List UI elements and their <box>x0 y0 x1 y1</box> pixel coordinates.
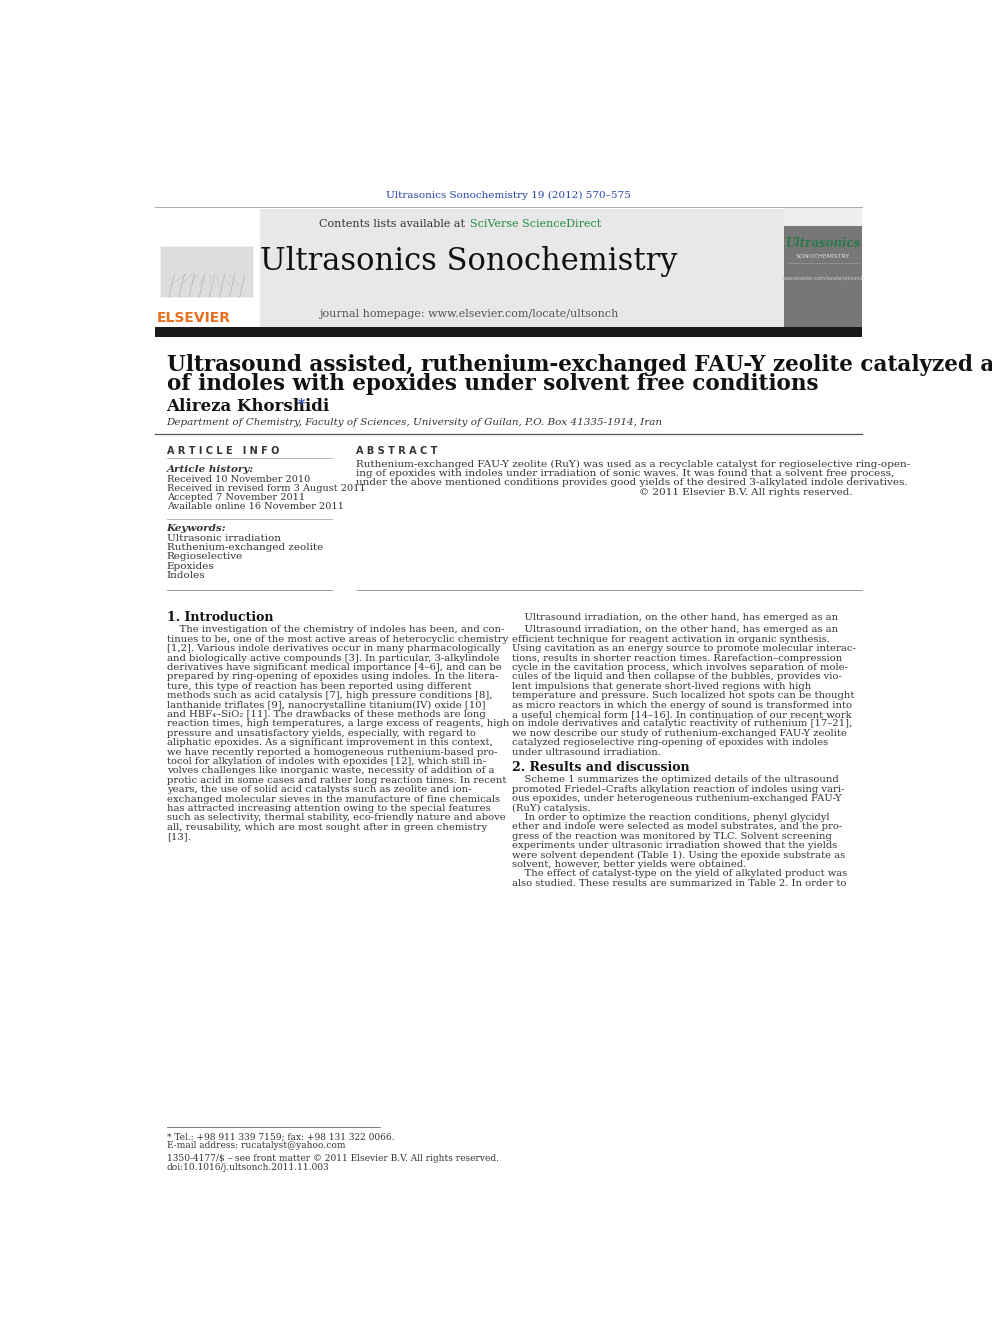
Text: Keywords:: Keywords: <box>167 524 226 533</box>
Text: experiments under ultrasonic irradiation showed that the yields: experiments under ultrasonic irradiation… <box>512 841 836 851</box>
Text: © 2011 Elsevier B.V. All rights reserved.: © 2011 Elsevier B.V. All rights reserved… <box>639 488 852 496</box>
Text: tocol for alkylation of indoles with epoxides [12], which still in-: tocol for alkylation of indoles with epo… <box>167 757 486 766</box>
Text: Ultrasonic irradiation: Ultrasonic irradiation <box>167 534 281 542</box>
Text: The effect of catalyst-type on the yield of alkylated product was: The effect of catalyst-type on the yield… <box>512 869 847 878</box>
Text: derivatives have significant medical importance [4–6], and can be: derivatives have significant medical imp… <box>167 663 501 672</box>
Text: Accepted 7 November 2011: Accepted 7 November 2011 <box>167 493 305 501</box>
Text: www.elsevier.com/locate/ultsonch: www.elsevier.com/locate/ultsonch <box>782 275 864 280</box>
Text: A B S T R A C T: A B S T R A C T <box>356 446 437 456</box>
Text: of indoles with epoxides under solvent free conditions: of indoles with epoxides under solvent f… <box>167 373 818 394</box>
Text: temperature and pressure. Such localized hot spots can be thought: temperature and pressure. Such localized… <box>512 691 854 700</box>
Text: 1. Introduction: 1. Introduction <box>167 611 273 624</box>
Text: *: * <box>298 398 305 413</box>
Text: tinues to be, one of the most active areas of heterocyclic chemistry: tinues to be, one of the most active are… <box>167 635 508 644</box>
Text: ing of epoxides with indoles under irradiation of sonic waves. It was found that: ing of epoxides with indoles under irrad… <box>356 470 895 478</box>
Text: methods such as acid catalysis [7], high pressure conditions [8],: methods such as acid catalysis [7], high… <box>167 691 492 700</box>
Text: Scheme 1 summarizes the optimized details of the ultrasound: Scheme 1 summarizes the optimized detail… <box>512 775 838 785</box>
Text: A R T I C L E   I N F O: A R T I C L E I N F O <box>167 446 279 456</box>
Text: doi:10.1016/j.ultsonch.2011.11.003: doi:10.1016/j.ultsonch.2011.11.003 <box>167 1163 329 1172</box>
Text: Article history:: Article history: <box>167 464 254 474</box>
Text: In order to optimize the reaction conditions, phenyl glycidyl: In order to optimize the reaction condit… <box>512 814 829 822</box>
Text: Available online 16 November 2011: Available online 16 November 2011 <box>167 503 343 511</box>
Text: such as selectivity, thermal stability, eco-friendly nature and above: such as selectivity, thermal stability, … <box>167 814 505 823</box>
Text: as micro reactors in which the energy of sound is transformed into: as micro reactors in which the energy of… <box>512 701 851 709</box>
Text: (RuY) catalysis.: (RuY) catalysis. <box>512 803 590 812</box>
Text: promoted Friedel–Crafts alkylation reaction of indoles using vari-: promoted Friedel–Crafts alkylation react… <box>512 785 844 794</box>
Text: ous epoxides, under heterogeneous ruthenium-exchanged FAU-Y: ous epoxides, under heterogeneous ruthen… <box>512 794 841 803</box>
Text: all, reusability, which are most sought after in green chemistry: all, reusability, which are most sought … <box>167 823 487 832</box>
Text: we have recently reported a homogeneous ruthenium-based pro-: we have recently reported a homogeneous … <box>167 747 497 757</box>
Text: [13].: [13]. <box>167 832 190 841</box>
Text: cycle in the cavitation process, which involves separation of mole-: cycle in the cavitation process, which i… <box>512 663 847 672</box>
Text: under ultrasound irradiation.: under ultrasound irradiation. <box>512 747 661 757</box>
Text: solvent, however, better yields were obtained.: solvent, however, better yields were obt… <box>512 860 746 869</box>
Text: Regioselective: Regioselective <box>167 552 243 561</box>
Text: 1350-4177/$ – see front matter © 2011 Elsevier B.V. All rights reserved.: 1350-4177/$ – see front matter © 2011 El… <box>167 1154 499 1163</box>
Text: * Tel.: +98 911 339 7159; fax: +98 131 322 0066.: * Tel.: +98 911 339 7159; fax: +98 131 3… <box>167 1132 394 1142</box>
Text: Ultrasound irradiation, on the other hand, has emerged as an: Ultrasound irradiation, on the other han… <box>512 613 837 622</box>
Text: aliphatic epoxides. As a significant improvement in this context,: aliphatic epoxides. As a significant imp… <box>167 738 492 747</box>
Text: Received 10 November 2010: Received 10 November 2010 <box>167 475 310 484</box>
Text: Epoxides: Epoxides <box>167 561 214 570</box>
Text: Alireza Khorshidi: Alireza Khorshidi <box>167 398 330 415</box>
Bar <box>785 209 862 328</box>
Text: we now describe our study of ruthenium-exchanged FAU-Y zeolite: we now describe our study of ruthenium-e… <box>512 729 846 738</box>
Text: a useful chemical form [14–16]. In continuation of our recent work: a useful chemical form [14–16]. In conti… <box>512 710 851 718</box>
Text: journal homepage: www.elsevier.com/locate/ultsonch: journal homepage: www.elsevier.com/locat… <box>319 310 619 319</box>
Text: Ultrasonics Sonochemistry 19 (2012) 570–575: Ultrasonics Sonochemistry 19 (2012) 570–… <box>386 191 631 200</box>
Text: efficient technique for reagent activation in organic synthesis.: efficient technique for reagent activati… <box>512 635 829 644</box>
Text: and HBF₄–SiO₂ [11]. The drawbacks of these methods are long: and HBF₄–SiO₂ [11]. The drawbacks of the… <box>167 710 485 718</box>
Text: volves challenges like inorganic waste, necessity of addition of a: volves challenges like inorganic waste, … <box>167 766 494 775</box>
Bar <box>155 209 862 328</box>
Text: protic acid in some cases and rather long reaction times. In recent: protic acid in some cases and rather lon… <box>167 775 506 785</box>
Text: SciVerse ScienceDirect: SciVerse ScienceDirect <box>470 220 602 229</box>
Text: prepared by ring-opening of epoxides using indoles. In the litera-: prepared by ring-opening of epoxides usi… <box>167 672 498 681</box>
Text: and biologically active compounds [3]. In particular, 3-alkylindole: and biologically active compounds [3]. I… <box>167 654 499 663</box>
Text: E-mail address: rucatalyst@yahoo.com: E-mail address: rucatalyst@yahoo.com <box>167 1142 345 1151</box>
Bar <box>785 206 862 226</box>
Text: tions, results in shorter reaction times. Rarefaction–compression: tions, results in shorter reaction times… <box>512 654 842 663</box>
Text: 2. Results and discussion: 2. Results and discussion <box>512 761 689 774</box>
Text: Using cavitation as an energy source to promote molecular interac-: Using cavitation as an energy source to … <box>512 644 855 654</box>
Text: were solvent dependent (Table 1). Using the epoxide substrate as: were solvent dependent (Table 1). Using … <box>512 851 845 860</box>
Text: Ultrasound irradiation, on the other hand, has emerged as an: Ultrasound irradiation, on the other han… <box>512 626 837 635</box>
Text: gress of the reaction was monitored by TLC. Solvent screening: gress of the reaction was monitored by T… <box>512 832 831 841</box>
Text: Indoles: Indoles <box>167 570 205 579</box>
Text: Ruthenium-exchanged zeolite: Ruthenium-exchanged zeolite <box>167 544 322 552</box>
Text: under the above mentioned conditions provides good yields of the desired 3-alkyl: under the above mentioned conditions pro… <box>356 479 908 487</box>
Text: Ruthenium-exchanged FAU-Y zeolite (RuY) was used as a recyclable catalyst for re: Ruthenium-exchanged FAU-Y zeolite (RuY) … <box>356 460 911 470</box>
Text: Received in revised form 3 August 2011: Received in revised form 3 August 2011 <box>167 484 365 493</box>
Text: on indole derivatives and catalytic reactivity of ruthenium [17–21],: on indole derivatives and catalytic reac… <box>512 720 852 729</box>
Text: lanthanide triflates [9], nanocrystalline titanium(IV) oxide [10]: lanthanide triflates [9], nanocrystallin… <box>167 701 485 709</box>
Bar <box>155 209 260 328</box>
Text: Department of Chemistry, Faculty of Sciences, University of Guilan, P.O. Box 413: Department of Chemistry, Faculty of Scie… <box>167 418 663 426</box>
Text: ture, this type of reaction has been reported using different: ture, this type of reaction has been rep… <box>167 681 471 691</box>
Text: Ultrasonics Sonochemistry: Ultrasonics Sonochemistry <box>260 246 678 277</box>
Text: pressure and unsatisfactory yields, especially, with regard to: pressure and unsatisfactory yields, espe… <box>167 729 475 738</box>
Bar <box>161 247 253 298</box>
Bar <box>155 327 862 337</box>
Text: Ultrasound assisted, ruthenium-exchanged FAU-Y zeolite catalyzed alkylation: Ultrasound assisted, ruthenium-exchanged… <box>167 355 992 376</box>
Text: The investigation of the chemistry of indoles has been, and con-: The investigation of the chemistry of in… <box>167 626 504 635</box>
Text: years, the use of solid acid catalysts such as zeolite and ion-: years, the use of solid acid catalysts s… <box>167 785 471 794</box>
Text: [1,2]. Various indole derivatives occur in many pharmacologically: [1,2]. Various indole derivatives occur … <box>167 644 500 654</box>
Text: ELSEVIER: ELSEVIER <box>157 311 231 325</box>
Text: Contents lists available at: Contents lists available at <box>319 220 469 229</box>
Text: catalyzed regioselective ring-opening of epoxides with indoles: catalyzed regioselective ring-opening of… <box>512 738 827 747</box>
Text: ether and indole were selected as model substrates, and the pro-: ether and indole were selected as model … <box>512 823 842 831</box>
Text: lent impulsions that generate short-lived regions with high: lent impulsions that generate short-live… <box>512 681 810 691</box>
Text: also studied. These results are summarized in Table 2. In order to: also studied. These results are summariz… <box>512 878 846 888</box>
Text: has attracted increasing attention owing to the special features: has attracted increasing attention owing… <box>167 804 490 814</box>
Text: cules of the liquid and then collapse of the bubbles, provides vio-: cules of the liquid and then collapse of… <box>512 672 841 681</box>
Text: Ultrasonics: Ultrasonics <box>786 237 861 250</box>
Text: reaction times, high temperatures, a large excess of reagents, high: reaction times, high temperatures, a lar… <box>167 720 509 729</box>
Text: exchanged molecular sieves in the manufacture of fine chemicals: exchanged molecular sieves in the manufa… <box>167 795 500 803</box>
Text: SONOCHEMISTRY: SONOCHEMISTRY <box>796 254 850 259</box>
